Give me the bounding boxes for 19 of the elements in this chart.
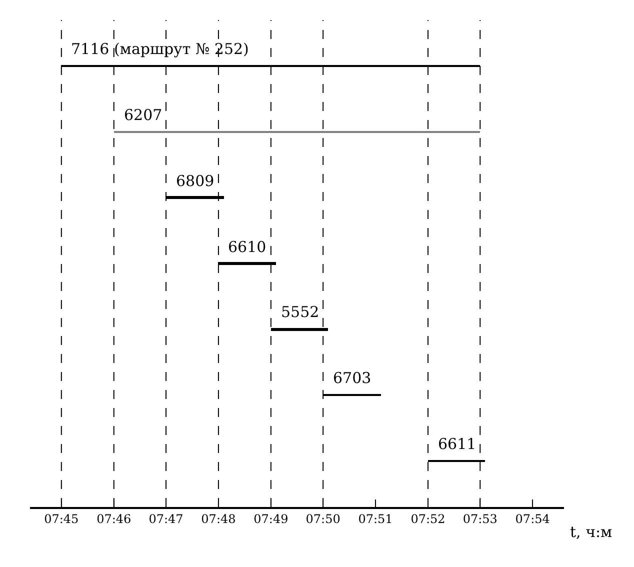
x-tick-label: 07:54 — [515, 512, 550, 526]
y-tick-label: 5552 — [281, 303, 320, 321]
y-tick-label: 6610 — [228, 238, 266, 256]
x-tick-label: 07:48 — [201, 512, 236, 526]
y-tick-label: 6809 — [176, 172, 214, 190]
x-tick-label: 07:47 — [148, 512, 184, 526]
x-tick-label: 07:51 — [358, 512, 393, 526]
y-tick-label: 6611 — [438, 435, 476, 453]
bar — [114, 131, 480, 133]
x-tick-label: 07:49 — [254, 512, 288, 526]
x-tick-label: 07:53 — [462, 512, 498, 526]
y-tick-label: 7116 (маршрут № 252) — [71, 40, 249, 58]
x-tick-label: 07:52 — [410, 512, 446, 526]
x-axis-title: t, ч:м — [570, 523, 613, 541]
x-tick-label: 07:46 — [96, 512, 132, 526]
y-tick-label: 6703 — [333, 369, 372, 387]
y-tick-label: 6207 — [124, 106, 162, 124]
x-tick-label: 07:45 — [44, 512, 79, 526]
x-tick-label: 07:50 — [306, 512, 340, 526]
